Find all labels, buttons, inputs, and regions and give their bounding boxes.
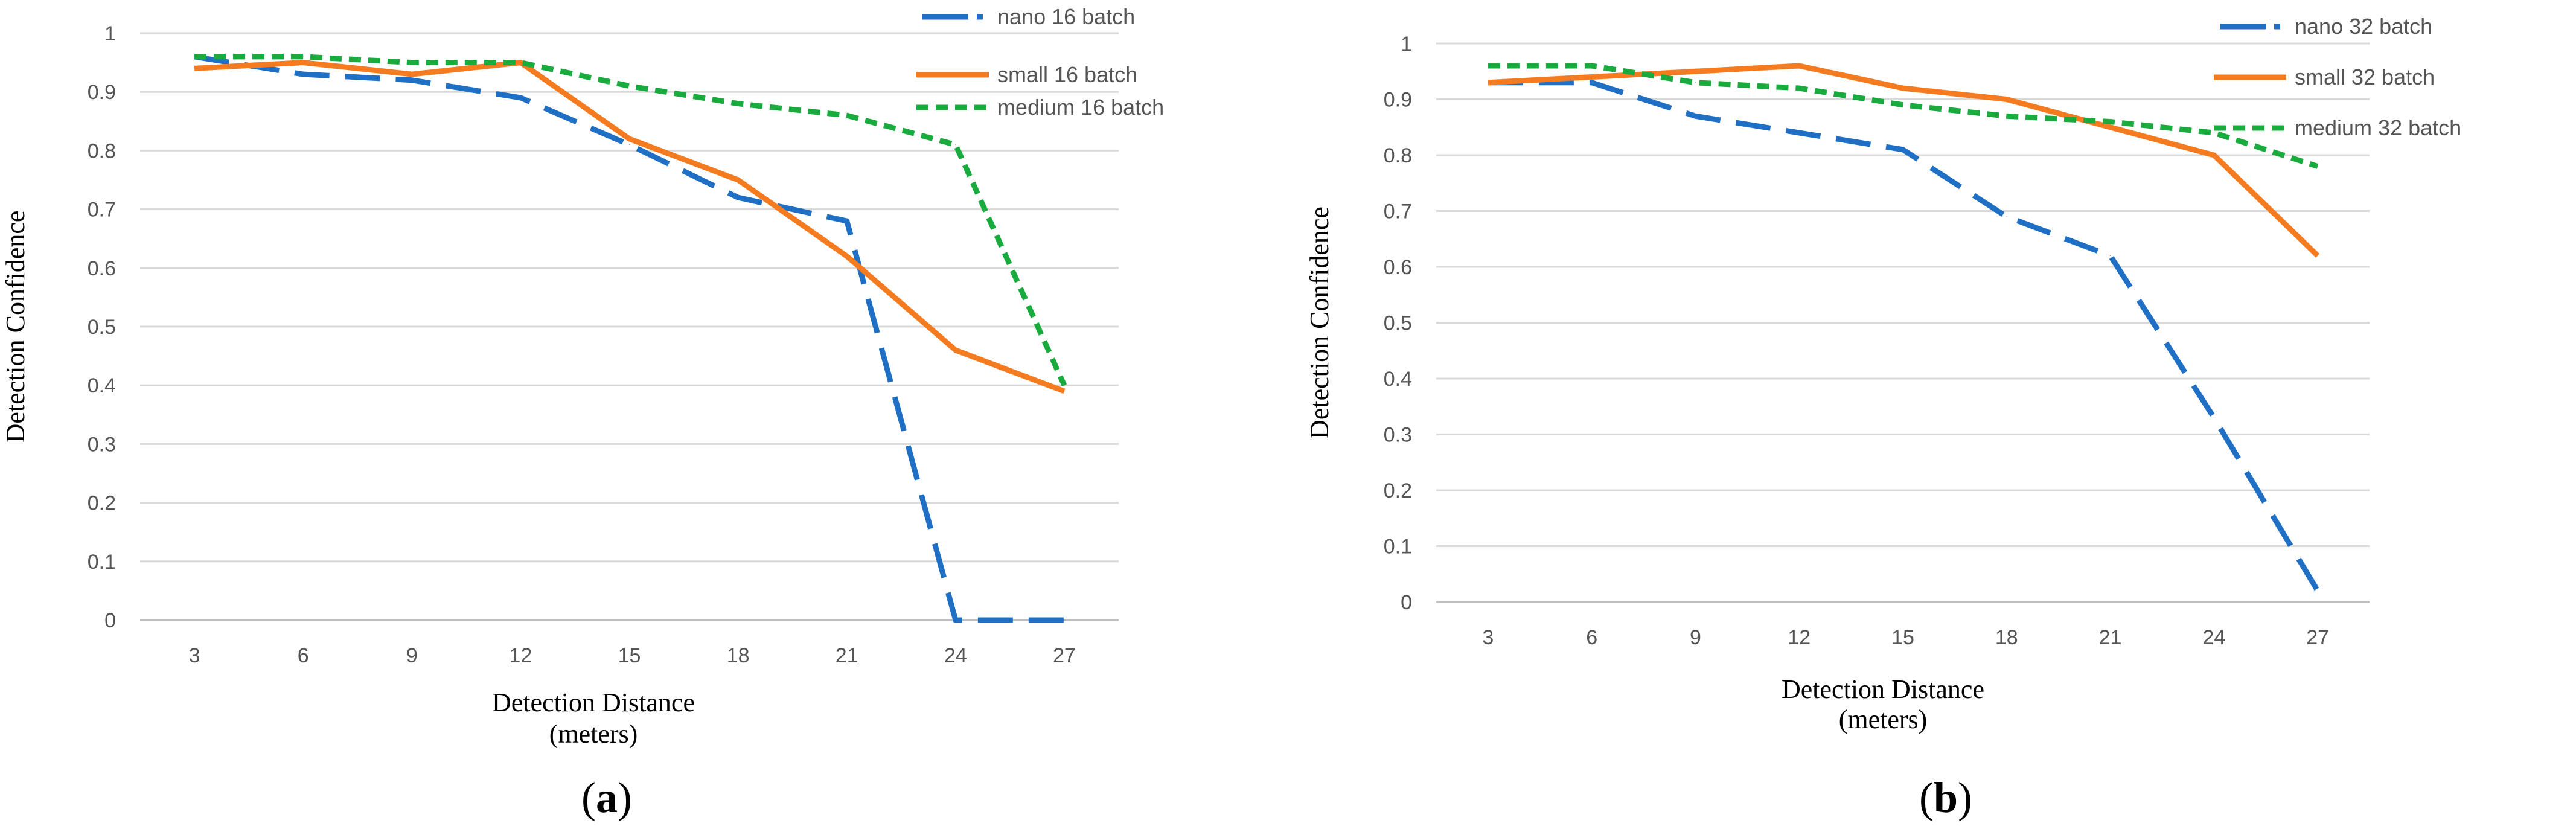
- x-tick-label: 6: [1586, 626, 1597, 649]
- y-axis-title: Detection Confidence: [1305, 206, 1334, 439]
- x-tick-label: 24: [944, 644, 967, 667]
- legend-label: medium 16 batch: [997, 95, 1164, 120]
- legend-label: nano 16 batch: [997, 4, 1135, 29]
- y-tick-label: 0: [1401, 591, 1412, 614]
- series-line-small-16-batch: [194, 60, 1066, 394]
- y-tick-label: 0.6: [1384, 256, 1412, 279]
- x-tick-label: 3: [1482, 626, 1494, 649]
- data-point: [846, 220, 848, 222]
- series-line-medium-16-batch: [194, 54, 1067, 387]
- legend-label: small 16 batch: [997, 62, 1137, 87]
- y-tick-label: 0.9: [88, 81, 116, 104]
- y-tick-label: 0.9: [1384, 89, 1412, 112]
- y-tick-label: 0.7: [1384, 200, 1412, 223]
- data-point: [1695, 115, 1696, 117]
- data-point: [1591, 82, 1593, 83]
- x-tick-label: 18: [727, 644, 750, 667]
- y-tick-label: 0.1: [88, 551, 116, 574]
- data-point: [1695, 82, 1696, 83]
- data-point: [194, 68, 195, 69]
- y-tick-label: 0.8: [88, 139, 116, 162]
- panel-label-letter: b: [1934, 773, 1958, 822]
- x-tick-label: 15: [618, 644, 641, 667]
- y-tick-label: 0.5: [1384, 312, 1412, 335]
- x-tick-label: 21: [2099, 626, 2122, 649]
- panel-label-close: ): [618, 773, 632, 822]
- y-tick-label: 0: [104, 609, 116, 632]
- data-point: [520, 62, 521, 63]
- data-point: [1695, 71, 1696, 72]
- x-axis-subtitle: (meters): [549, 719, 638, 749]
- x-tick-label: 18: [1995, 626, 2018, 649]
- y-tick-label: 0.3: [88, 433, 116, 456]
- y-tick-label: 0.2: [88, 492, 116, 515]
- y-axis-title: Detection Confidence: [1, 211, 30, 443]
- legend-label: small 32 batch: [2295, 65, 2435, 89]
- data-point: [2006, 216, 2007, 217]
- panel-label-close: ): [1958, 773, 1972, 822]
- y-tick-label: 0.8: [1384, 144, 1412, 167]
- legend-label: nano 32 batch: [2295, 14, 2432, 39]
- panel-label-open: (: [1919, 773, 1934, 822]
- x-axis-title: Detection Distance: [1782, 674, 1984, 704]
- data-point: [302, 74, 304, 75]
- y-tick-label: 0.4: [88, 374, 116, 397]
- y-tick-label: 0.6: [88, 257, 116, 280]
- data-point: [2110, 255, 2111, 256]
- x-tick-label: 21: [836, 644, 858, 667]
- legend-label: medium 32 batch: [2295, 115, 2461, 140]
- data-point: [955, 619, 956, 621]
- data-point: [846, 115, 848, 116]
- data-point: [1798, 88, 1800, 89]
- data-point: [2110, 121, 2111, 122]
- y-tick-label: 0.3: [1384, 424, 1412, 447]
- chart-panel-b: 0 0.1 0.2 0.3 0.4 0.5 0.6 0.7 0.8 0.9 1 3 6 9 12 15 18 21…: [1305, 14, 2461, 822]
- panel-label: (a): [581, 773, 632, 822]
- series-line-small-32-batch: [1488, 63, 2320, 258]
- y-tick-label: 0.1: [1384, 536, 1412, 559]
- x-tick-label: 27: [2306, 626, 2329, 649]
- data-point: [2006, 115, 2007, 117]
- y-tick-label: 0.4: [1384, 368, 1412, 391]
- x-tick-label: 24: [2202, 626, 2225, 649]
- series-line-nano-32-batch: [1488, 80, 2320, 592]
- data-point: [955, 144, 956, 146]
- data-point: [194, 56, 195, 57]
- data-point: [629, 144, 630, 146]
- x-tick-label: 27: [1053, 644, 1076, 667]
- panel-label: (b): [1919, 773, 1972, 822]
- x-tick-label: 12: [1788, 626, 1811, 649]
- data-point: [520, 97, 521, 98]
- y-tick-label: 0.7: [88, 199, 116, 222]
- data-point: [302, 62, 304, 63]
- data-point: [2006, 99, 2007, 100]
- panel-label-open: (: [581, 773, 596, 822]
- x-tick-label: 3: [189, 644, 200, 667]
- chart-panel-a: 0 0.1 0.2 0.3 0.4 0.5 0.6 0.7 0.8 0.9 1 3 6 9 12 15 18 21…: [1, 4, 1164, 822]
- data-point: [302, 56, 304, 57]
- data-point: [629, 138, 630, 139]
- y-tick-label: 0.2: [1384, 479, 1412, 502]
- x-axis-subtitle: (meters): [1839, 705, 1928, 734]
- x-tick-label: 6: [298, 644, 309, 667]
- y-tick-label: 0.5: [88, 316, 116, 339]
- x-axis-title: Detection Distance: [492, 688, 695, 717]
- x-tick-label: 9: [406, 644, 418, 667]
- x-tick-label: 9: [1690, 626, 1701, 649]
- data-point: [846, 255, 848, 257]
- y-tick-label: 1: [1401, 33, 1412, 56]
- x-tick-label: 12: [509, 644, 532, 667]
- x-tick-label: 15: [1891, 626, 1914, 649]
- y-tick-label: 1: [104, 22, 116, 45]
- panel-label-letter: a: [596, 773, 618, 822]
